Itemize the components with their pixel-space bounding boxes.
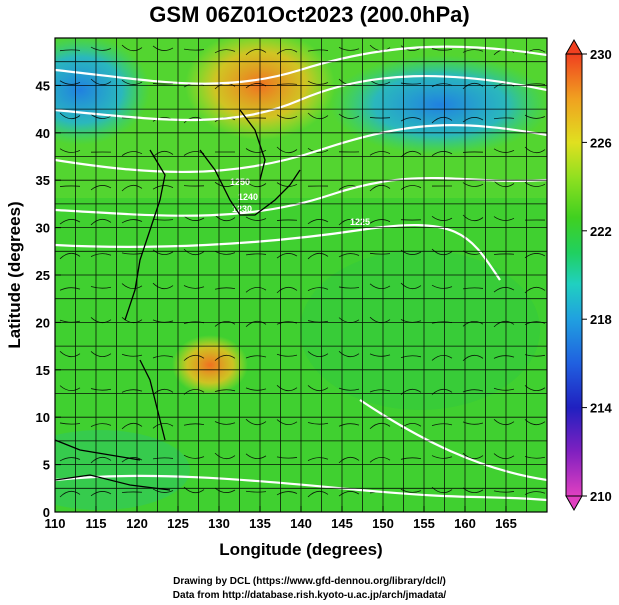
credit-line-2: Data from http://database.rish.kyoto-u.a…: [0, 590, 619, 601]
colorbar-min-arrow: [566, 496, 582, 510]
colorbar-tick-label: 210: [590, 489, 612, 504]
x-tick-label: 135: [249, 516, 271, 531]
colorbar: 210 214 218 222 226 230: [566, 40, 612, 510]
y-tick-label: 45: [36, 78, 50, 93]
x-tick-label: 145: [331, 516, 353, 531]
y-tick-label: 15: [36, 363, 50, 378]
x-tick-label: 125: [167, 516, 189, 531]
y-tick-label: 35: [36, 173, 50, 188]
y-tick-label: 0: [43, 505, 50, 520]
contour-label: 1230: [232, 204, 252, 214]
x-tick-label: 130: [208, 516, 230, 531]
y-tick-label: 30: [36, 221, 50, 236]
colorbar-tick-label: 218: [590, 312, 612, 327]
x-axis-title: Longitude (degrees): [219, 540, 382, 559]
contour-label: 1225: [350, 217, 370, 227]
y-tick-label: 25: [36, 268, 50, 283]
colorbar-max-arrow: [566, 40, 582, 54]
credit-line-1: Drawing by DCL (https://www.gfd-dennou.o…: [0, 576, 619, 587]
x-tick-label: 120: [126, 516, 148, 531]
colorbar-bar: [566, 54, 582, 496]
colorbar-tick-label: 222: [590, 224, 612, 239]
x-tick-label: 165: [495, 516, 517, 531]
y-axis-title: Latitude (degrees): [5, 201, 24, 348]
y-tick-label: 20: [36, 315, 50, 330]
x-tick-label: 150: [372, 516, 394, 531]
x-tick-label: 140: [290, 516, 312, 531]
y-tick-label: 40: [36, 126, 50, 141]
contour-label: 1250: [230, 177, 250, 187]
contour-label: 1240: [238, 192, 258, 202]
colorbar-tick-label: 226: [590, 135, 612, 150]
temperature-field: 1250 1240 1230 1225: [10, 30, 550, 512]
x-tick-label: 155: [413, 516, 435, 531]
colorbar-tick-label: 230: [590, 47, 612, 62]
y-tick-label: 10: [36, 410, 50, 425]
x-tick-label: 160: [454, 516, 476, 531]
colorbar-tick-label: 214: [590, 401, 612, 416]
x-tick-label: 115: [86, 516, 107, 531]
lat-lon-grid: [55, 38, 547, 512]
y-tick-label: 5: [43, 458, 50, 473]
